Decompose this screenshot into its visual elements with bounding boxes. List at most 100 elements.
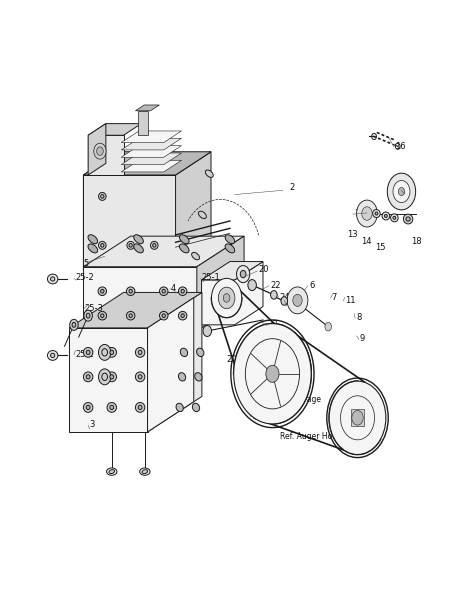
Text: 9: 9	[360, 335, 365, 343]
Circle shape	[211, 278, 242, 318]
Circle shape	[266, 365, 279, 383]
Text: 24: 24	[280, 293, 290, 302]
Ellipse shape	[138, 375, 142, 379]
Ellipse shape	[129, 289, 132, 293]
Circle shape	[99, 369, 111, 385]
Text: 8: 8	[356, 313, 362, 322]
Polygon shape	[136, 105, 159, 111]
Text: 4: 4	[171, 284, 176, 292]
Circle shape	[287, 287, 308, 314]
Text: 7: 7	[331, 293, 337, 302]
Ellipse shape	[225, 235, 235, 244]
Ellipse shape	[129, 314, 132, 318]
Polygon shape	[69, 292, 202, 328]
Circle shape	[97, 147, 103, 156]
Ellipse shape	[373, 210, 380, 218]
Ellipse shape	[83, 348, 93, 357]
Ellipse shape	[136, 348, 145, 357]
Text: Ref. Drive Page: Ref. Drive Page	[263, 395, 321, 404]
Circle shape	[102, 349, 108, 356]
Polygon shape	[83, 175, 175, 270]
Circle shape	[393, 180, 410, 202]
Ellipse shape	[83, 372, 93, 382]
Text: 20-5: 20-5	[227, 355, 246, 364]
Polygon shape	[175, 152, 211, 270]
Text: 11: 11	[345, 296, 355, 305]
Polygon shape	[147, 298, 194, 432]
Circle shape	[271, 291, 277, 299]
Text: 3: 3	[90, 420, 95, 429]
Ellipse shape	[88, 235, 98, 244]
Circle shape	[281, 297, 288, 305]
Ellipse shape	[162, 289, 165, 293]
Ellipse shape	[107, 468, 117, 475]
Circle shape	[356, 200, 377, 227]
Circle shape	[94, 143, 106, 159]
Text: 13: 13	[347, 230, 358, 240]
Polygon shape	[147, 292, 202, 432]
Circle shape	[223, 294, 230, 302]
Ellipse shape	[403, 214, 413, 224]
Ellipse shape	[98, 287, 107, 295]
Polygon shape	[88, 124, 106, 175]
Text: 25-3: 25-3	[85, 304, 104, 313]
Ellipse shape	[110, 350, 114, 354]
Ellipse shape	[138, 350, 142, 354]
Text: 25-2: 25-2	[75, 349, 94, 359]
Polygon shape	[88, 135, 124, 175]
Circle shape	[362, 207, 372, 220]
Polygon shape	[83, 166, 98, 270]
Ellipse shape	[86, 375, 90, 379]
Ellipse shape	[181, 289, 184, 293]
Text: 10: 10	[288, 302, 298, 311]
Ellipse shape	[127, 311, 135, 320]
Circle shape	[86, 313, 90, 318]
Ellipse shape	[199, 211, 206, 219]
Ellipse shape	[138, 405, 142, 409]
Circle shape	[352, 411, 363, 425]
Text: 16: 16	[395, 142, 406, 151]
Ellipse shape	[136, 403, 145, 413]
Ellipse shape	[140, 468, 150, 475]
Circle shape	[293, 294, 302, 306]
Ellipse shape	[142, 470, 147, 474]
Polygon shape	[201, 262, 263, 280]
Ellipse shape	[99, 192, 106, 200]
Text: 17: 17	[406, 189, 416, 198]
Ellipse shape	[83, 403, 93, 413]
Text: 18: 18	[411, 237, 421, 246]
Circle shape	[387, 173, 416, 210]
Circle shape	[102, 373, 108, 381]
Ellipse shape	[99, 242, 106, 249]
Ellipse shape	[129, 243, 132, 247]
Ellipse shape	[86, 350, 90, 354]
Ellipse shape	[100, 243, 104, 247]
Ellipse shape	[180, 244, 189, 253]
Circle shape	[329, 381, 386, 454]
Ellipse shape	[391, 214, 398, 222]
Ellipse shape	[107, 372, 117, 382]
Text: 5: 5	[83, 259, 89, 268]
Ellipse shape	[225, 244, 235, 253]
Ellipse shape	[192, 403, 200, 411]
Circle shape	[325, 322, 331, 331]
Ellipse shape	[100, 194, 104, 198]
Circle shape	[70, 319, 78, 330]
Circle shape	[99, 345, 111, 360]
Ellipse shape	[134, 235, 143, 244]
Ellipse shape	[110, 405, 114, 409]
Polygon shape	[121, 161, 182, 172]
Text: 2: 2	[289, 183, 294, 192]
Ellipse shape	[180, 348, 188, 357]
Circle shape	[219, 287, 235, 309]
Polygon shape	[69, 328, 147, 432]
Circle shape	[203, 326, 211, 337]
Ellipse shape	[51, 353, 55, 357]
Text: 22: 22	[270, 281, 281, 289]
Ellipse shape	[127, 287, 135, 295]
Ellipse shape	[375, 212, 378, 215]
Ellipse shape	[178, 311, 187, 320]
Ellipse shape	[107, 403, 117, 413]
Ellipse shape	[100, 314, 104, 318]
Ellipse shape	[136, 372, 145, 382]
